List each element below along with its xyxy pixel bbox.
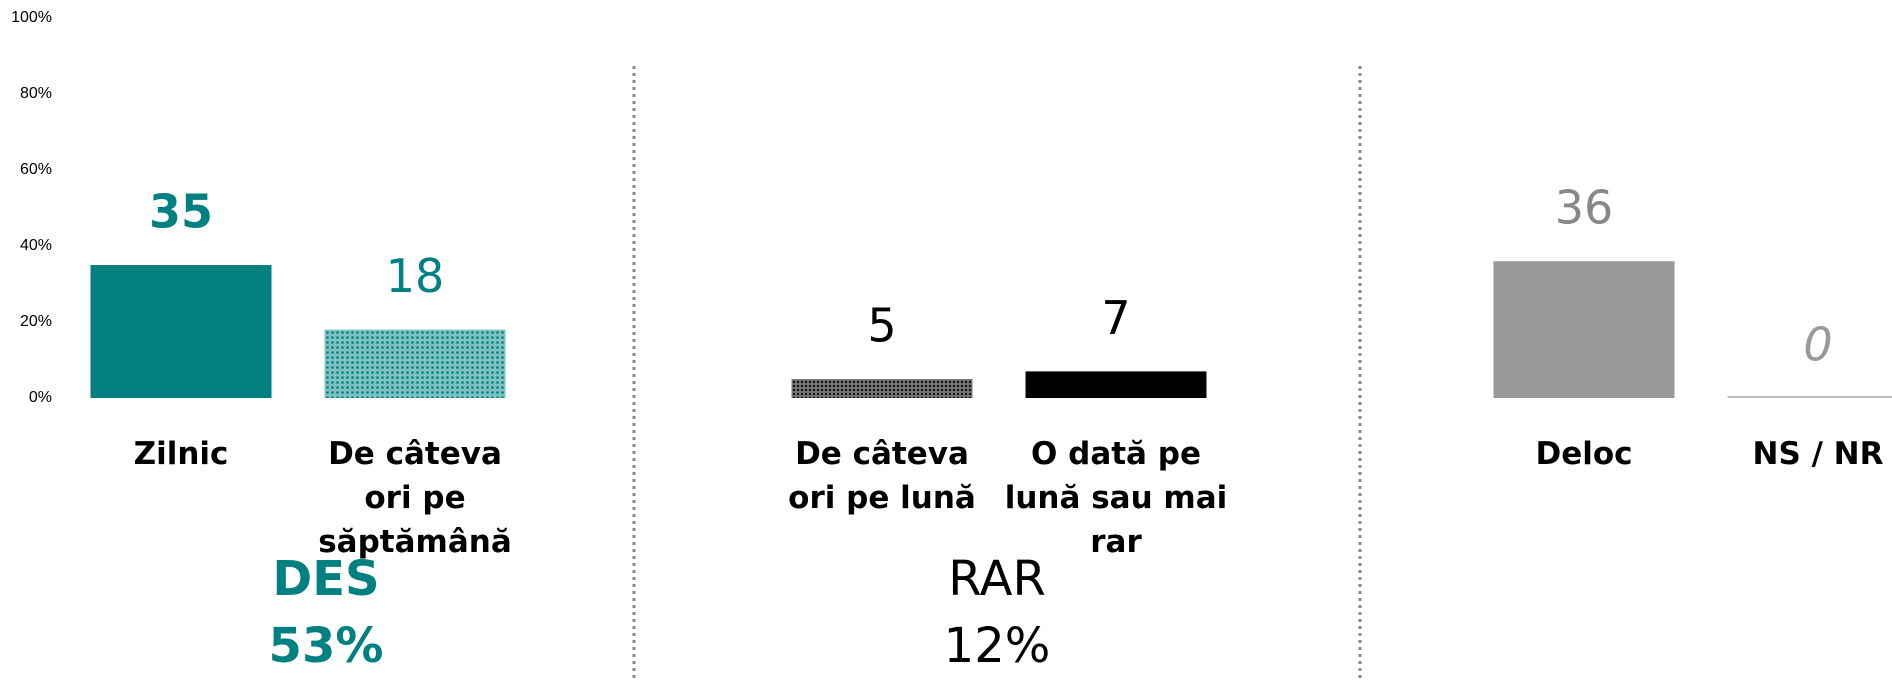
bar bbox=[791, 379, 973, 398]
y-tick-label: 100% bbox=[11, 9, 52, 26]
y-tick-label: 40% bbox=[20, 237, 52, 254]
x-tick-label: NS / NR bbox=[1752, 436, 1884, 472]
value-label: 7 bbox=[1101, 291, 1130, 345]
group-name: RAR bbox=[948, 551, 1046, 607]
x-tick-label: Zilnic bbox=[133, 436, 229, 472]
x-tick-label: Deloc bbox=[1535, 436, 1633, 472]
group-total: 12% bbox=[943, 618, 1051, 674]
value-label: 5 bbox=[867, 299, 896, 353]
bar bbox=[1025, 371, 1207, 398]
value-label: 36 bbox=[1555, 181, 1614, 235]
value-label: 35 bbox=[149, 185, 213, 239]
y-tick-label: 0% bbox=[29, 389, 52, 406]
value-label: 0 bbox=[1803, 318, 1832, 372]
x-tick-label: De câteva ori pe săptămână bbox=[318, 436, 512, 560]
bar bbox=[324, 329, 506, 398]
bar bbox=[90, 265, 272, 398]
group-total: 53% bbox=[268, 618, 384, 674]
y-tick-label: 80% bbox=[20, 85, 52, 102]
y-tick-label: 20% bbox=[20, 313, 52, 330]
value-label: 18 bbox=[386, 249, 445, 303]
group-name: DES bbox=[272, 551, 380, 607]
x-tick-label: De câteva ori pe lună bbox=[788, 436, 976, 516]
x-tick-label: O dată pe lună sau mai rar bbox=[1004, 436, 1228, 560]
bar bbox=[1493, 261, 1675, 398]
y-tick-label: 60% bbox=[20, 161, 52, 178]
bar bbox=[1727, 396, 1892, 398]
